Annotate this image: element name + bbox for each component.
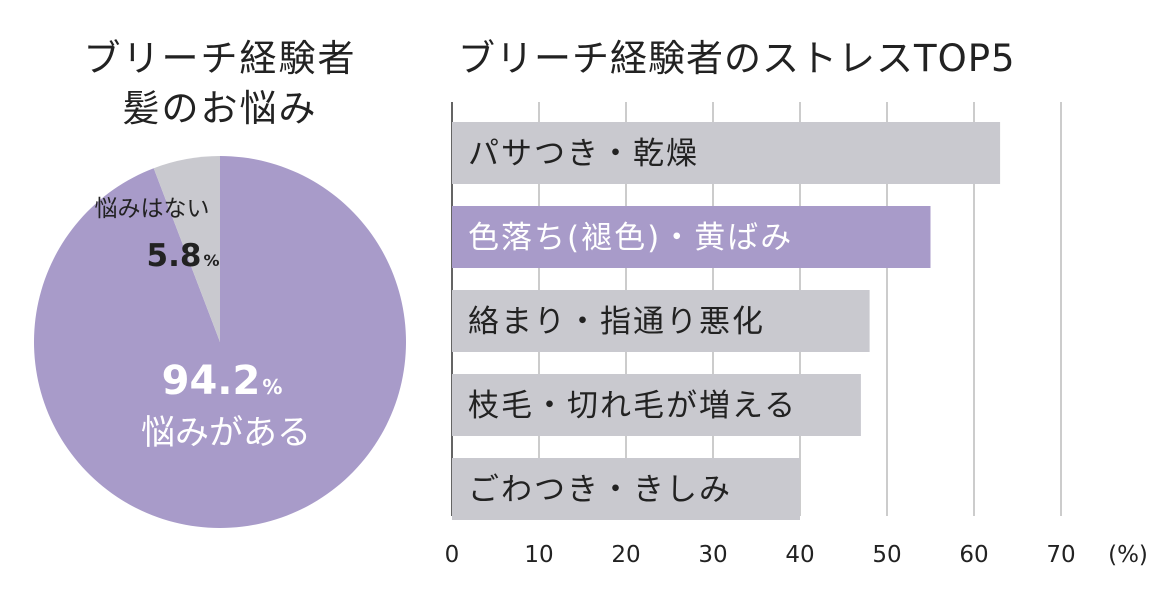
x-tick-label: 60 [959, 542, 988, 568]
pie-title-line1: ブリーチ経験者 [83, 37, 357, 80]
bar-category-label: パサつき・乾燥 [468, 136, 699, 172]
pie-chart: 94.2 % 悩みがある 悩みはない 5.8% [34, 156, 407, 528]
pie-slice-has-concern [34, 156, 407, 528]
pie-chart-title: ブリーチ経験者 髪のお悩み [40, 34, 400, 134]
pie-slice-no-concern [153, 156, 220, 342]
bar [452, 290, 870, 352]
bar-chart-title: ブリーチ経験者のストレスTOP5 [458, 37, 1016, 80]
x-tick-label: 0 [445, 542, 460, 568]
bar [452, 458, 800, 520]
bar [452, 374, 861, 436]
bar-category-label: 絡まり・指通り悪化 [468, 304, 765, 340]
bar-category-label: ごわつき・きしみ [468, 472, 732, 508]
pie-slice-category-label: 悩みがある [141, 413, 311, 453]
x-tick-label: 10 [524, 542, 553, 568]
pie-slice-value-label: 94.2% [162, 358, 283, 404]
x-tick-label: 50 [872, 542, 901, 568]
x-tick-label: 20 [611, 542, 640, 568]
pie-title-line2: 髪のお悩み [122, 87, 318, 130]
pie-slice-category-label: 悩みはない [95, 196, 210, 222]
x-axis-unit-label: (%) [1108, 542, 1148, 568]
bar-category-label: 枝毛・切れ毛が増える [468, 388, 797, 424]
bar [452, 206, 931, 268]
bar [452, 122, 1001, 184]
x-tick-label: 70 [1046, 542, 1075, 568]
bar-category-label: 色落ち(褪色)・黄ばみ [468, 220, 793, 256]
x-tick-label: 40 [785, 542, 814, 568]
pie-slice-value-label: 5.8% [147, 238, 220, 274]
x-tick-label: 30 [698, 542, 727, 568]
